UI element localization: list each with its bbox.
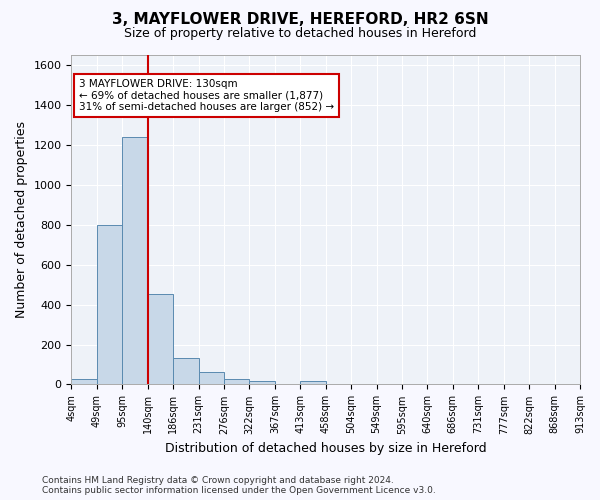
Bar (300, 382, 326, 384)
Bar (148, 294, 173, 384)
Y-axis label: Number of detached properties: Number of detached properties (15, 121, 28, 318)
Text: Size of property relative to detached houses in Hereford: Size of property relative to detached ho… (124, 28, 476, 40)
Bar (199, 372, 224, 384)
Bar (250, 382, 275, 384)
Bar (173, 358, 199, 384)
Bar (71, 380, 97, 384)
Bar (224, 380, 250, 384)
X-axis label: Distribution of detached houses by size in Hereford: Distribution of detached houses by size … (165, 442, 487, 455)
Text: Contains HM Land Registry data © Crown copyright and database right 2024.
Contai: Contains HM Land Registry data © Crown c… (42, 476, 436, 495)
Text: 3 MAYFLOWER DRIVE: 130sqm
← 69% of detached houses are smaller (1,877)
31% of se: 3 MAYFLOWER DRIVE: 130sqm ← 69% of detac… (79, 79, 334, 112)
Bar (97, 224, 122, 384)
Bar (122, 137, 148, 384)
Text: 3, MAYFLOWER DRIVE, HEREFORD, HR2 6SN: 3, MAYFLOWER DRIVE, HEREFORD, HR2 6SN (112, 12, 488, 28)
